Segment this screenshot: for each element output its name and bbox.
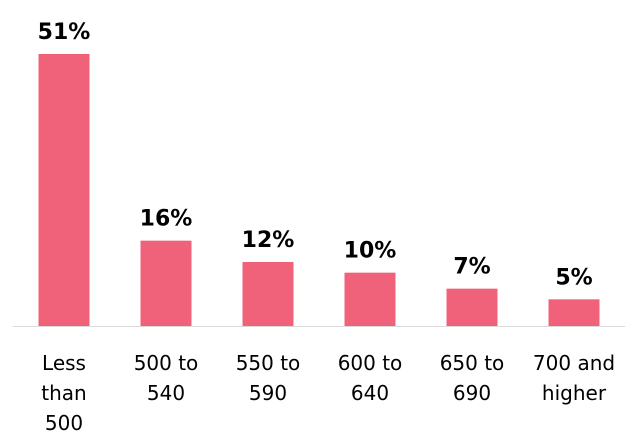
bars-group <box>38 54 600 326</box>
category-label-line: Less <box>42 351 86 375</box>
bar <box>38 54 90 326</box>
category-label-line: than <box>41 381 86 405</box>
bar <box>344 272 396 326</box>
bar <box>548 299 600 326</box>
category-label-line: 640 <box>351 381 389 405</box>
category-label: Less than 500 <box>41 351 86 435</box>
category-label-line: 600 to <box>338 351 403 375</box>
category-label: 600 to 640 <box>338 351 403 405</box>
bar <box>140 240 192 326</box>
bar-value-label: 51% <box>38 20 91 45</box>
category-label: 650 to 690 <box>440 351 505 405</box>
category-label-line: 540 <box>147 381 185 405</box>
bar <box>242 262 294 326</box>
bar-value-label: 12% <box>242 228 295 253</box>
value-labels-group: 51% 16% 12% 10% 7% 5% <box>38 20 593 290</box>
category-label: 550 to 590 <box>236 351 301 405</box>
category-label: 700 and higher <box>533 351 615 405</box>
category-label-line: 690 <box>453 381 491 405</box>
bar-value-label: 5% <box>555 265 592 290</box>
category-label-line: 500 <box>45 411 83 435</box>
category-label-line: 550 to <box>236 351 301 375</box>
category-label-line: 590 <box>249 381 287 405</box>
bar-value-label: 7% <box>453 255 490 280</box>
category-label: 500 to 540 <box>134 351 199 405</box>
bar-value-label: 10% <box>344 239 397 264</box>
category-label-line: higher <box>542 381 607 405</box>
bar <box>446 288 498 326</box>
category-label-line: 500 to <box>134 351 199 375</box>
category-label-line: 650 to <box>440 351 505 375</box>
bar-value-label: 16% <box>140 207 193 232</box>
category-labels-group: Less than 500 500 to 540 550 to 590 600 to 640 65… <box>41 351 615 435</box>
category-label-line: 700 and <box>533 351 615 375</box>
